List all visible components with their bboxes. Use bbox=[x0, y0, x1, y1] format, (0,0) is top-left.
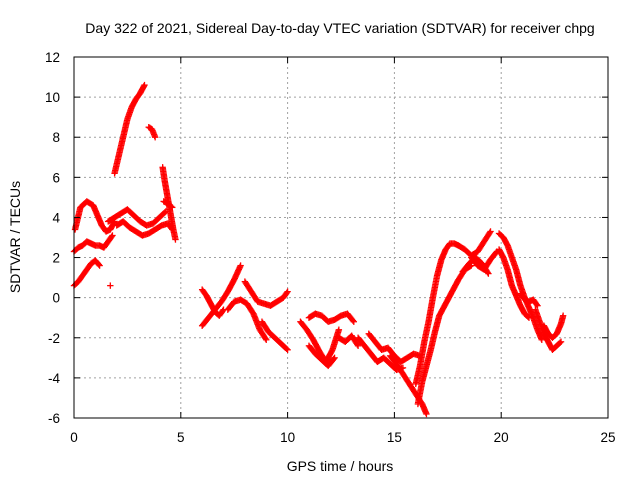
data-point bbox=[331, 354, 338, 362]
data-point bbox=[284, 288, 291, 295]
data-point bbox=[484, 269, 491, 276]
data-point bbox=[283, 289, 290, 297]
data-point bbox=[107, 282, 114, 289]
x-tick-label: 25 bbox=[600, 430, 615, 445]
data-point bbox=[169, 204, 176, 211]
x-axis-label: GPS time / hours bbox=[287, 458, 394, 474]
data-point bbox=[486, 229, 493, 236]
data-point bbox=[557, 338, 565, 345]
data-point bbox=[487, 228, 494, 235]
y-tick-label: 2 bbox=[52, 251, 60, 266]
data-point bbox=[354, 341, 361, 348]
y-tick-label: 10 bbox=[45, 90, 60, 105]
y-tick-label: 8 bbox=[52, 130, 60, 145]
data-point bbox=[354, 342, 362, 349]
data-point bbox=[524, 313, 532, 320]
chart-title: Day 322 of 2021, Sidereal Day-to-day VTE… bbox=[85, 20, 594, 36]
grid-lines bbox=[74, 57, 608, 418]
data-point bbox=[485, 270, 492, 277]
x-tick-label: 5 bbox=[177, 430, 185, 445]
data-point bbox=[167, 203, 175, 210]
y-tick-label: 6 bbox=[52, 170, 60, 185]
x-tick-label: 15 bbox=[387, 430, 402, 445]
data-point bbox=[556, 339, 564, 346]
y-tick-label: -6 bbox=[48, 411, 60, 426]
data-point bbox=[162, 208, 170, 215]
data-point bbox=[262, 335, 269, 342]
data-point bbox=[96, 262, 103, 269]
data-point bbox=[534, 302, 541, 309]
data-point bbox=[151, 134, 159, 141]
data-point bbox=[284, 346, 291, 354]
y-tick-label: 0 bbox=[52, 291, 60, 306]
data-point bbox=[423, 410, 430, 418]
data-point bbox=[533, 301, 540, 308]
data-point bbox=[172, 236, 179, 243]
y-tick-label: 12 bbox=[45, 50, 60, 65]
y-tick-label: -2 bbox=[48, 331, 60, 346]
data-point bbox=[263, 336, 270, 343]
data-point bbox=[350, 318, 358, 325]
x-tick-label: 20 bbox=[494, 430, 509, 445]
x-tick-label: 10 bbox=[280, 430, 295, 445]
data-point bbox=[109, 232, 116, 239]
y-tick-labels: -6 -4 -2 0 2 4 6 8 10 12 bbox=[45, 50, 61, 426]
data-point bbox=[219, 307, 226, 315]
x-tick-labels: 0 5 10 15 20 25 bbox=[70, 430, 615, 445]
plot-frame bbox=[73, 56, 609, 419]
data-point bbox=[141, 81, 148, 89]
data-point bbox=[349, 317, 357, 324]
data-point bbox=[283, 345, 290, 353]
y-tick-label: 4 bbox=[52, 210, 60, 225]
data-point bbox=[237, 262, 244, 269]
y-tick-label: -4 bbox=[48, 371, 60, 386]
data-point bbox=[108, 233, 115, 240]
data-point bbox=[330, 355, 337, 363]
data-point bbox=[161, 209, 168, 216]
y-axis-label: SDTVAR / TECUs bbox=[7, 181, 23, 293]
data-point bbox=[95, 261, 102, 268]
data-point bbox=[335, 326, 343, 333]
axis-ticks bbox=[73, 56, 609, 419]
data-point bbox=[525, 314, 533, 321]
x-tick-label: 0 bbox=[70, 430, 78, 445]
data-points bbox=[70, 81, 567, 418]
data-point bbox=[559, 312, 567, 319]
